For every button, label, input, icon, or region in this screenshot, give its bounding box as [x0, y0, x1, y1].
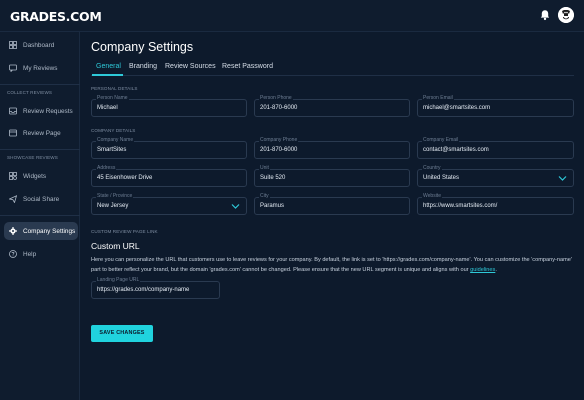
tab-review-sources[interactable]: Review Sources	[165, 63, 216, 70]
sidebar-item-label: Company Settings	[23, 227, 76, 235]
chat-icon	[9, 64, 17, 72]
help-icon	[9, 250, 17, 258]
bell-icon[interactable]	[539, 9, 551, 21]
company-name-field[interactable]: Company Name SmartSites	[91, 137, 247, 159]
gear-icon	[9, 227, 17, 235]
sidebar-divider	[0, 215, 80, 216]
field-value: 201-870-6000	[260, 105, 298, 111]
custom-url-title: Custom URL	[91, 241, 140, 251]
sidebar-item-review-page[interactable]: Review Page	[4, 124, 78, 142]
field-label: Company Email	[422, 137, 460, 143]
field-label: Country	[422, 165, 442, 171]
city-field[interactable]: City Paramus	[254, 193, 410, 215]
description-text: Here you can personalize the URL that cu…	[91, 257, 572, 273]
field-value: SmartSites	[97, 147, 127, 153]
field-label: Company Phone	[259, 137, 299, 143]
company-phone-field[interactable]: Company Phone 201-870-6000	[254, 137, 410, 159]
field-label: Company Name	[96, 137, 135, 143]
field-value: United States	[423, 175, 460, 181]
field-value: New Jersey	[97, 203, 129, 209]
custom-url-description: Here you can personalize the URL that cu…	[91, 256, 576, 276]
inbox-icon	[9, 107, 17, 115]
field-value: https://grades.com/company-name	[97, 287, 190, 293]
tab-branding[interactable]: Branding	[129, 63, 158, 70]
description-end: .	[495, 266, 497, 273]
sidebar-item-review-requests[interactable]: Review Requests	[4, 102, 78, 120]
sidebar-section-collect: COLLECT REVIEWS	[7, 90, 53, 95]
sidebar-item-label: Dashboard	[23, 41, 55, 49]
sidebar-divider	[0, 149, 80, 150]
unit-field[interactable]: Unit Suite 520	[254, 165, 410, 187]
sidebar-item-dashboard[interactable]: Dashboard	[4, 36, 78, 54]
field-label: Person Email	[422, 95, 454, 101]
person-email-field[interactable]: Person Email michael@smartsites.com	[417, 95, 574, 117]
sidebar-section-showcase: SHOWCASE REVIEWS	[7, 155, 58, 160]
tab-reset-password[interactable]: Reset Password	[222, 63, 273, 70]
grid-icon	[9, 41, 17, 49]
landing-page-url-field[interactable]: Landing Page URL https://grades.com/comp…	[91, 277, 220, 299]
sidebar-divider	[0, 84, 80, 85]
field-label: State / Province	[96, 193, 134, 199]
sidebar-item-label: Review Requests	[23, 107, 73, 115]
section-custom-review-link: CUSTOM REVIEW PAGE LINK	[91, 229, 158, 234]
section-personal-details: PERSONAL DETAILS	[91, 86, 138, 91]
user-avatar-image	[558, 7, 574, 23]
field-label: Unit	[259, 165, 270, 171]
widget-icon	[9, 172, 17, 180]
app-logo[interactable]: GRADES.COM	[10, 9, 102, 24]
sidebar-item-my-reviews[interactable]: My Reviews	[4, 59, 78, 77]
sidebar-item-help[interactable]: Help	[4, 245, 78, 263]
sidebar-item-label: Review Page	[23, 129, 61, 137]
save-changes-button[interactable]: SAVE CHANGES	[91, 325, 153, 342]
field-value: Suite 520	[260, 175, 286, 181]
field-value: https://www.smartsites.com/	[423, 203, 498, 209]
field-label: City	[259, 193, 270, 199]
guidelines-link[interactable]: guidelines	[470, 266, 496, 273]
sidebar-item-social-share[interactable]: Social Share	[4, 190, 78, 208]
tabs-divider	[91, 75, 574, 76]
field-label: Website	[422, 193, 442, 199]
field-value: michael@smartsites.com	[423, 105, 491, 111]
field-label: Person Phone	[259, 95, 293, 101]
top-bar: GRADES.COM	[0, 0, 584, 32]
state-select[interactable]: State / Province New Jersey	[91, 193, 247, 215]
sidebar-item-widgets[interactable]: Widgets	[4, 167, 78, 185]
country-select[interactable]: Country United States	[417, 165, 574, 187]
field-value: Paramus	[260, 203, 285, 209]
page-title: Company Settings	[91, 40, 194, 54]
sidebar-item-company-settings[interactable]: Company Settings	[4, 222, 78, 240]
field-value: Michael	[97, 105, 118, 111]
field-value: contact@smartsites.com	[423, 147, 489, 153]
field-label: Person Name	[96, 95, 129, 101]
section-company-details: COMPANY DETAILS	[91, 128, 136, 133]
sidebar-item-label: Widgets	[23, 172, 47, 180]
main-content: Company Settings General Branding Review…	[81, 32, 584, 400]
active-tab-indicator	[92, 74, 123, 76]
sidebar-item-label: Help	[23, 250, 37, 258]
field-label: Address	[96, 165, 117, 171]
sidebar: Dashboard My Reviews COLLECT REVIEWS Rev…	[0, 32, 80, 400]
user-avatar[interactable]	[558, 7, 574, 23]
chevron-down-icon	[231, 204, 240, 209]
page-icon	[9, 129, 17, 137]
field-value: 201-870-6000	[260, 147, 298, 153]
chevron-down-icon	[558, 176, 567, 181]
send-icon	[9, 195, 17, 203]
person-name-field[interactable]: Person Name Michael	[91, 95, 247, 117]
sidebar-item-label: Social Share	[23, 195, 60, 203]
address-field[interactable]: Address 45 Eisenhower Drive	[91, 165, 247, 187]
company-email-field[interactable]: Company Email contact@smartsites.com	[417, 137, 574, 159]
field-label: Landing Page URL	[96, 277, 141, 283]
field-value: 45 Eisenhower Drive	[97, 175, 153, 181]
website-field[interactable]: Website https://www.smartsites.com/	[417, 193, 574, 215]
sidebar-item-label: My Reviews	[23, 64, 58, 72]
person-phone-field[interactable]: Person Phone 201-870-6000	[254, 95, 410, 117]
tab-general[interactable]: General	[96, 63, 121, 70]
